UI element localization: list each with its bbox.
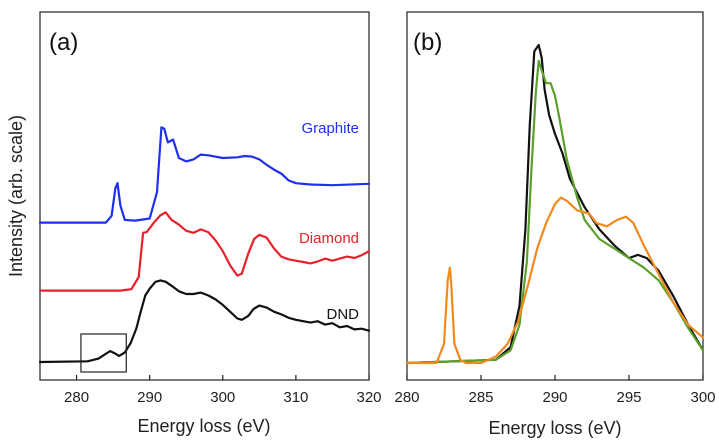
panel-b: (b) 280 285 290 295 300 Energy loss (eV) (394, 11, 716, 438)
series-line-1-1 (405, 59, 705, 365)
panel-a-frame (39, 11, 370, 381)
x-tick-label: 310 (283, 389, 308, 406)
series-line-1-2 (405, 196, 705, 365)
inset-box (80, 333, 127, 373)
panel-a-label: (a) (49, 29, 78, 56)
series-label-graphite: Graphite (301, 120, 359, 137)
panel-b-series (405, 43, 705, 365)
panel-b-xlabel: Energy loss (eV) (488, 418, 621, 438)
x-tick-label: 300 (690, 389, 715, 406)
series-line-0-2 (38, 279, 371, 364)
x-tick-label: 300 (210, 389, 235, 406)
x-tick-label: 290 (542, 389, 567, 406)
panel-b-frame (406, 11, 704, 381)
series-line-1-0 (405, 43, 705, 365)
series-line-0-1 (38, 211, 371, 292)
series-label-diamond: Diamond (299, 230, 359, 247)
series-label-dnd: DND (327, 306, 360, 323)
x-tick-label: 280 (394, 389, 419, 406)
panel-a-ylabel: Intensity (arb. scale) (6, 115, 26, 277)
x-tick-label: 285 (468, 389, 493, 406)
panel-b-ticks: 280 285 290 295 300 (394, 375, 716, 406)
panel-a: (a) 280 290 300 310 320 Graphite Diamond DND… (6, 11, 382, 436)
panel-b-label: (b) (413, 29, 442, 56)
x-tick-label: 320 (356, 389, 381, 406)
x-tick-label: 290 (137, 389, 162, 406)
panel-a-ticks: 280 290 300 310 320 (64, 375, 382, 406)
panel-a-xlabel: Energy loss (eV) (137, 416, 270, 436)
x-tick-label: 295 (616, 389, 641, 406)
series-line-0-0 (38, 126, 371, 224)
x-tick-label: 280 (64, 389, 89, 406)
